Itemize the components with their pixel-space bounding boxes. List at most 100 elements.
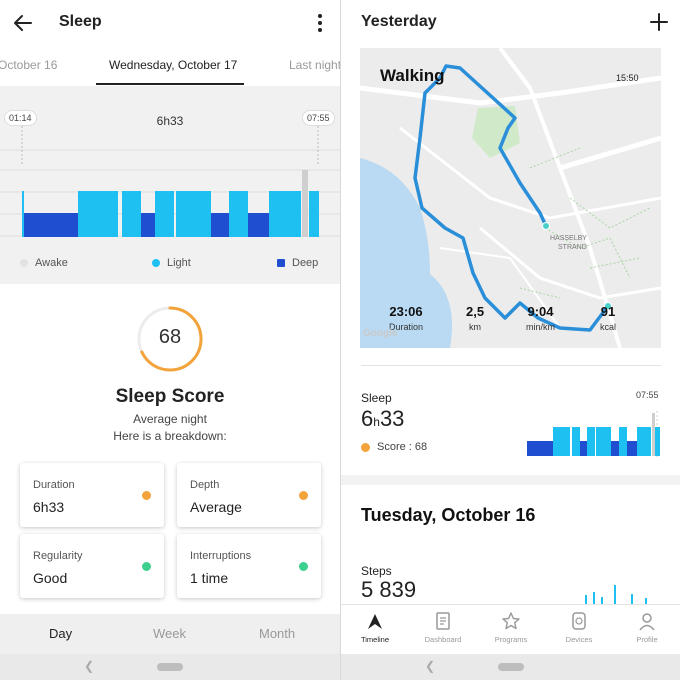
light-segment bbox=[229, 191, 248, 237]
map-attribution-logo: Google bbox=[363, 328, 398, 339]
metric-card-interruptions[interactable]: Interruptions 1 time bbox=[177, 534, 321, 598]
light-segment bbox=[176, 191, 211, 237]
home-pill-icon[interactable] bbox=[157, 663, 183, 671]
status-dot-icon bbox=[299, 491, 308, 500]
sleep-score-card: 68 Sleep Score Average night Here is a b… bbox=[0, 284, 340, 614]
stat-label: min/km bbox=[526, 322, 555, 332]
chevron-left-icon[interactable]: ❮ bbox=[425, 659, 436, 673]
nav-label: Timeline bbox=[360, 635, 390, 644]
legend-awake-label: Awake bbox=[35, 257, 68, 269]
sleep-minutes: 33 bbox=[379, 406, 405, 431]
sleep-summary-end-time: 07:55 bbox=[636, 390, 659, 400]
light-segment bbox=[269, 191, 301, 237]
score-ring bbox=[137, 306, 203, 372]
steps-mini-chart bbox=[585, 585, 647, 604]
timeline-icon bbox=[368, 614, 382, 629]
map-place-label-2: STRAND bbox=[558, 244, 587, 251]
timeline-card-yesterday: HASSELBY STRAND Walking 15:50 23:06 Dura… bbox=[341, 46, 680, 475]
watch-icon bbox=[572, 612, 586, 630]
awake-dot-icon bbox=[20, 259, 28, 267]
top-app-bar: Sleep bbox=[0, 0, 340, 46]
home-pill-icon[interactable] bbox=[498, 663, 524, 671]
sleep-hypnogram-card: 01:14 6h33 07:55 bbox=[0, 86, 340, 284]
day-heading: Tuesday, October 16 bbox=[361, 505, 536, 525]
legend-deep-label: Deep bbox=[292, 257, 319, 269]
steps-value[interactable]: 5 839 bbox=[361, 577, 417, 602]
date-tab-next[interactable]: Last night bbox=[289, 58, 340, 72]
legend-light: Light bbox=[152, 257, 191, 269]
nav-label: Profile bbox=[636, 635, 658, 644]
nav-timeline[interactable]: Timeline bbox=[341, 611, 409, 644]
date-tab-current[interactable]: Wednesday, October 17 bbox=[109, 58, 238, 72]
light-dot-icon bbox=[152, 259, 160, 267]
bottom-navigation: Timeline Dashboard Programs bbox=[341, 604, 680, 654]
active-date-indicator bbox=[96, 83, 244, 85]
nav-dashboard[interactable]: Dashboard bbox=[409, 611, 477, 644]
date-tab-previous[interactable]: October 16 bbox=[0, 58, 58, 72]
metric-card-depth[interactable]: Depth Average bbox=[177, 463, 321, 527]
chevron-left-icon[interactable]: ❮ bbox=[84, 659, 95, 673]
sleep-total-duration: 6h33 bbox=[156, 114, 184, 128]
top-app-bar: Yesterday bbox=[341, 0, 680, 46]
light-segment bbox=[309, 191, 319, 237]
system-navigation-bar: ❮ bbox=[0, 654, 340, 680]
deep-segment bbox=[248, 213, 269, 237]
metric-value: Good bbox=[33, 570, 68, 586]
deep-segment bbox=[141, 213, 155, 237]
metric-card-duration[interactable]: Duration 6h33 bbox=[20, 463, 164, 527]
sleep-score-subtitle: Average night bbox=[133, 412, 207, 426]
sleep-summary-score-text: Score : 68 bbox=[377, 441, 428, 453]
nav-programs[interactable]: Programs bbox=[477, 611, 545, 644]
metric-label: Interruptions bbox=[190, 550, 252, 562]
deep-segment bbox=[211, 213, 229, 237]
deep-segment bbox=[23, 213, 78, 237]
more-options-icon[interactable] bbox=[314, 13, 326, 33]
page-title: Yesterday bbox=[361, 13, 437, 30]
nav-label: Devices bbox=[565, 635, 593, 644]
sleep-summary-duration[interactable]: 6h33 bbox=[361, 406, 404, 432]
sleep-hours-unit: h bbox=[373, 415, 380, 429]
stat-duration: 23:06 Duration bbox=[389, 304, 423, 332]
star-icon bbox=[502, 612, 520, 630]
metric-value: Average bbox=[190, 499, 242, 515]
map-place-label-1: HASSELBY bbox=[550, 235, 587, 242]
sleep-summary-label: Sleep bbox=[361, 391, 392, 405]
dashboard-icon bbox=[436, 612, 450, 630]
light-segment bbox=[122, 191, 141, 237]
period-tab-bar: Day Week Month bbox=[0, 614, 340, 654]
nav-label: Dashboard bbox=[424, 635, 462, 644]
stat-value: 2,5 bbox=[466, 304, 485, 319]
stat-value: 23:06 bbox=[389, 304, 423, 319]
awake-segment bbox=[302, 170, 308, 237]
status-dot-icon bbox=[142, 562, 151, 571]
stat-label: km bbox=[469, 322, 482, 332]
sleep-start-time: 01:14 bbox=[4, 110, 37, 126]
sleep-hours: 6 bbox=[361, 406, 374, 431]
stat-calories: 91 kcal bbox=[600, 304, 616, 332]
light-segment bbox=[22, 191, 24, 237]
sleep-hypnogram bbox=[0, 126, 340, 237]
stat-value: 9:04 bbox=[527, 304, 554, 319]
metric-label: Regularity bbox=[33, 550, 83, 562]
date-selector: October 16 Wednesday, October 17 Last ni… bbox=[0, 46, 340, 86]
tab-week[interactable]: Week bbox=[153, 626, 186, 641]
back-arrow-icon[interactable] bbox=[12, 12, 34, 34]
page-title: Sleep bbox=[59, 13, 102, 30]
activity-map[interactable]: HASSELBY STRAND Walking 15:50 23:06 Dura… bbox=[360, 48, 661, 348]
steps-label: Steps bbox=[361, 564, 392, 578]
system-navigation-bar: ❮ bbox=[341, 654, 680, 680]
light-segment bbox=[155, 191, 174, 237]
nav-profile[interactable]: Profile bbox=[613, 611, 680, 644]
plus-icon[interactable] bbox=[650, 13, 668, 31]
sleep-score-title: Sleep Score bbox=[115, 386, 225, 407]
metric-card-regularity[interactable]: Regularity Good bbox=[20, 534, 164, 598]
tab-month[interactable]: Month bbox=[259, 626, 296, 641]
metric-value: 6h33 bbox=[33, 499, 65, 515]
score-dot-icon bbox=[361, 442, 370, 452]
legend-awake: Awake bbox=[20, 257, 68, 269]
nav-devices[interactable]: Devices bbox=[545, 611, 613, 644]
tab-day[interactable]: Day bbox=[49, 626, 73, 641]
stat-pace: 9:04 min/km bbox=[526, 304, 555, 332]
sleep-score-breakdown-label: Here is a breakdown: bbox=[113, 429, 227, 443]
